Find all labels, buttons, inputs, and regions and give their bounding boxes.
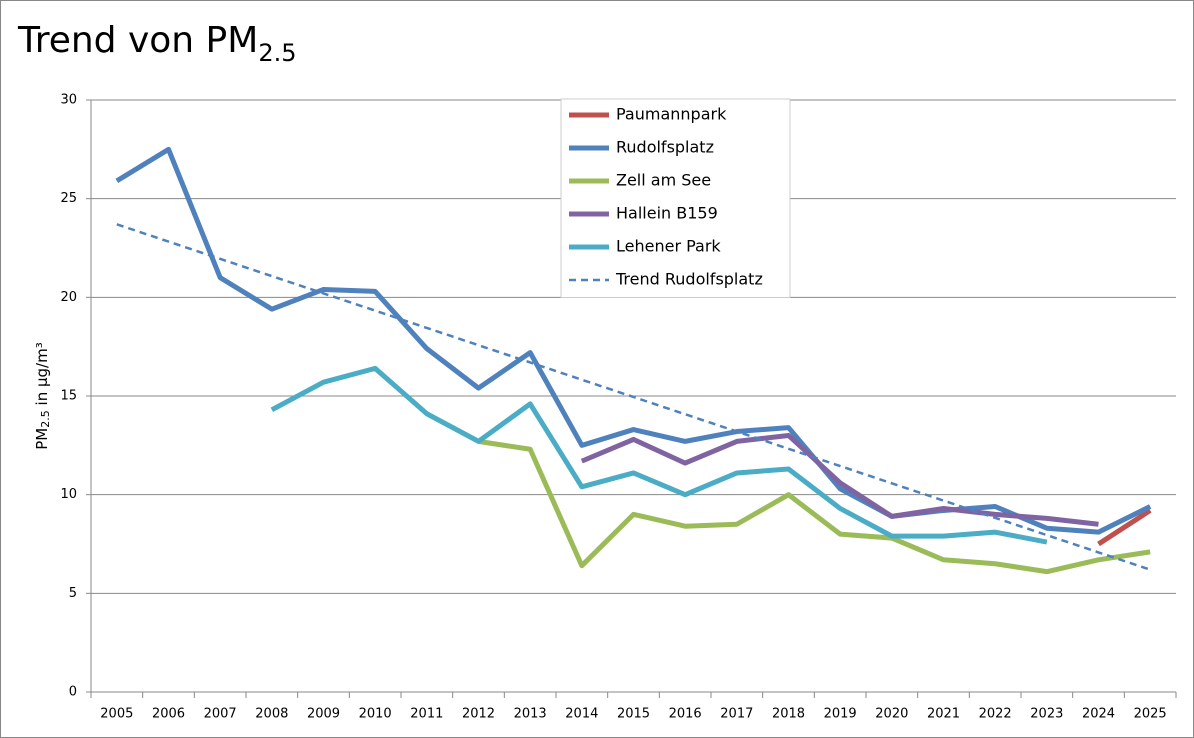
- x-tick-label: 2013: [514, 707, 547, 722]
- legend-label: Hallein B159: [616, 204, 718, 223]
- x-tick-label: 2018: [772, 707, 805, 722]
- series-line: [580, 432, 1099, 527]
- y-tick-label: 10: [60, 487, 77, 502]
- y-tick-label: 15: [60, 389, 77, 404]
- y-tick-label: 25: [60, 191, 77, 206]
- series-line: [115, 146, 1152, 535]
- x-tick-label: 2005: [100, 707, 133, 722]
- title-sub: 2.5: [258, 39, 296, 67]
- x-tick-label: 2008: [255, 707, 288, 722]
- x-tick-label: 2025: [1134, 707, 1167, 722]
- x-tick-label: 2006: [152, 707, 185, 722]
- x-tick-label: 2021: [927, 707, 960, 722]
- x-tick-label: 2011: [410, 707, 443, 722]
- y-tick-label: 5: [69, 586, 77, 601]
- chart-title: Trend von PM2.5: [17, 20, 297, 67]
- y-axis-label: PM2.5 in µg/m³: [33, 342, 53, 449]
- x-tick-label: 2017: [720, 707, 753, 722]
- x-tick-label: 2009: [307, 707, 340, 722]
- legend-label: Paumannpark: [616, 105, 727, 124]
- x-tick-label: 2020: [875, 707, 908, 722]
- series-line: [478, 438, 1151, 575]
- legend-label: Zell am See: [616, 171, 711, 190]
- x-tick-label: 2023: [1030, 707, 1063, 722]
- ylabel-sub: 2.5: [39, 410, 52, 428]
- legend-label: Lehener Park: [616, 237, 721, 256]
- x-tick-label: 2007: [204, 707, 237, 722]
- x-tick-label: 2016: [669, 707, 702, 722]
- x-tick-label: 2012: [462, 707, 495, 722]
- legend-label: Rudolfsplatz: [616, 138, 714, 157]
- title-text: Trend von PM: [17, 20, 258, 61]
- legend-box: [560, 98, 791, 298]
- ylabel-rest: in µg/m³: [33, 342, 51, 410]
- series-line: [116, 223, 1151, 571]
- x-tick-label: 2019: [824, 707, 857, 722]
- series-line: [1097, 508, 1152, 547]
- y-tick-label: 30: [60, 93, 77, 108]
- ylabel-text: PM: [33, 428, 51, 450]
- x-tick-label: 2015: [617, 707, 650, 722]
- x-tick-label: 2014: [565, 707, 598, 722]
- series-line: [270, 365, 1048, 545]
- y-tick-label: 20: [60, 290, 77, 305]
- x-tick-label: 2024: [1082, 707, 1115, 722]
- y-tick-label: 0: [69, 685, 77, 700]
- x-tick-label: 2010: [359, 707, 392, 722]
- legend-label: Trend Rudolfsplatz: [615, 270, 763, 289]
- x-tick-label: 2022: [979, 707, 1012, 722]
